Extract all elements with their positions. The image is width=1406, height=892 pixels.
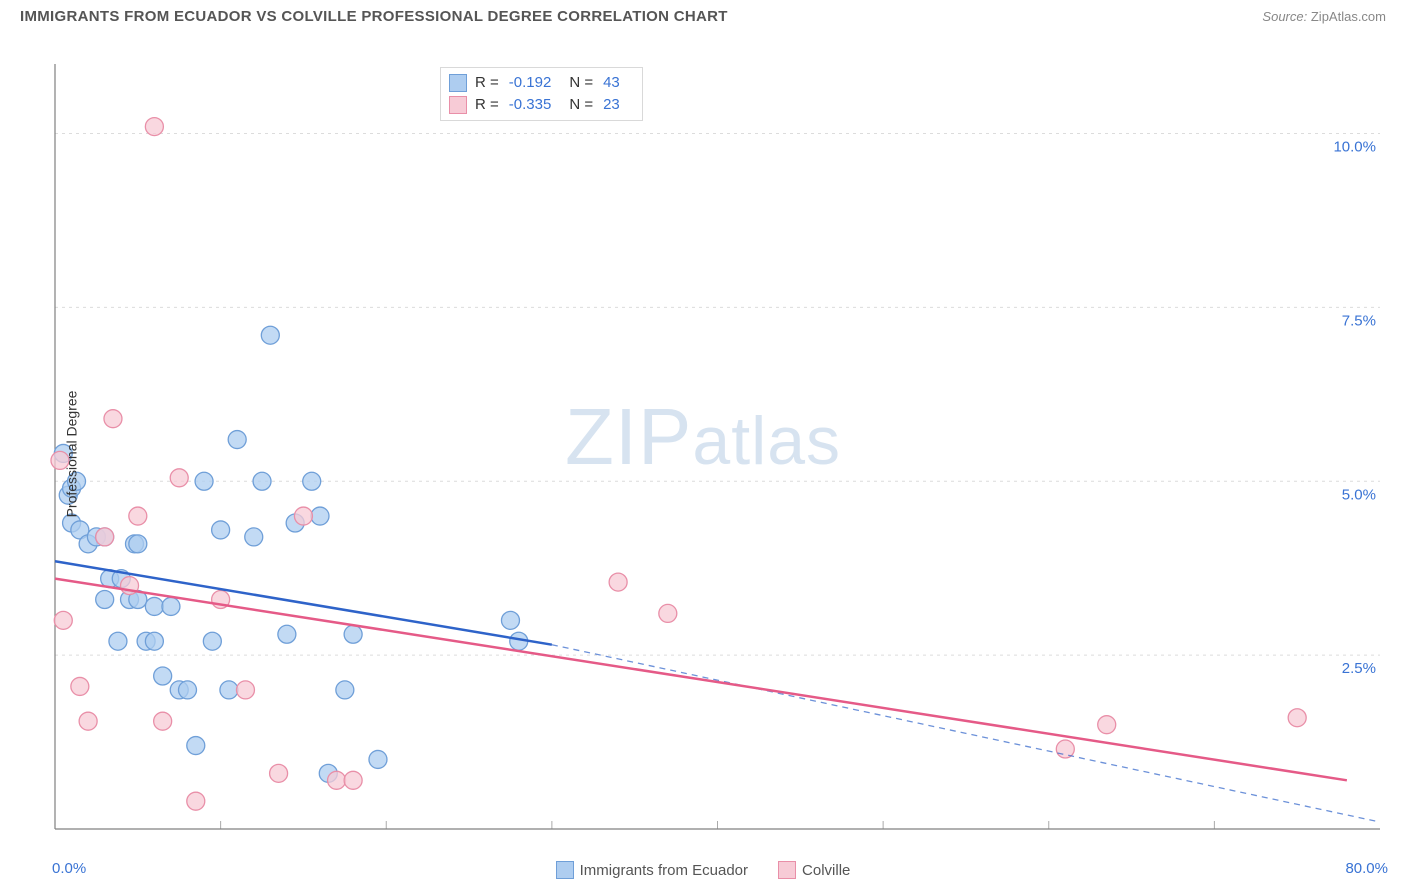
legend-bottom-label-0: Immigrants from Ecuador	[580, 862, 748, 879]
legend-n-label-1: N =	[569, 94, 593, 116]
chart-title: IMMIGRANTS FROM ECUADOR VS COLVILLE PROF…	[20, 8, 728, 25]
legend-r-0: -0.192	[509, 72, 552, 94]
legend-bottom-label-1: Colville	[802, 862, 850, 879]
legend-r-label-1: R =	[475, 94, 499, 116]
svg-text:2.5%: 2.5%	[1342, 660, 1376, 677]
series-legend: Immigrants from Ecuador Colville	[0, 861, 1406, 879]
chart-header: IMMIGRANTS FROM ECUADOR VS COLVILLE PROF…	[0, 0, 1406, 29]
source-name: ZipAtlas.com	[1311, 9, 1386, 24]
legend-bottom-swatch-0	[556, 861, 574, 879]
legend-n-1: 23	[603, 94, 620, 116]
source-label: Source:	[1262, 9, 1307, 24]
legend-n-label-0: N =	[569, 72, 593, 94]
legend-swatch-1	[449, 96, 467, 114]
x-axis-max-label: 80.0%	[1345, 860, 1388, 877]
legend-r-label-0: R =	[475, 72, 499, 94]
legend-bottom-swatch-1	[778, 861, 796, 879]
svg-text:10.0%: 10.0%	[1333, 139, 1376, 156]
legend-swatch-0	[449, 74, 467, 92]
svg-text:7.5%: 7.5%	[1342, 312, 1376, 329]
legend-row-0: R = -0.192 N = 43	[449, 72, 630, 94]
scatter-plot-svg: 2.5% 5.0% 7.5% 10.0%	[0, 29, 1406, 879]
legend-n-0: 43	[603, 72, 620, 94]
legend-row-1: R = -0.335 N = 23	[449, 94, 630, 116]
chart-source: Source: ZipAtlas.com	[1262, 9, 1386, 24]
correlation-legend: R = -0.192 N = 43 R = -0.335 N = 23	[440, 67, 643, 121]
x-axis-min-label: 0.0%	[52, 860, 86, 877]
chart-area: Professional Degree ZIPatlas 2.5%5.0%7.5…	[0, 29, 1406, 879]
y-axis-title: Professional Degree	[63, 391, 79, 518]
legend-item-0: Immigrants from Ecuador	[556, 861, 748, 879]
legend-r-1: -0.335	[509, 94, 552, 116]
svg-text:5.0%: 5.0%	[1342, 486, 1376, 503]
legend-item-1: Colville	[778, 861, 850, 879]
